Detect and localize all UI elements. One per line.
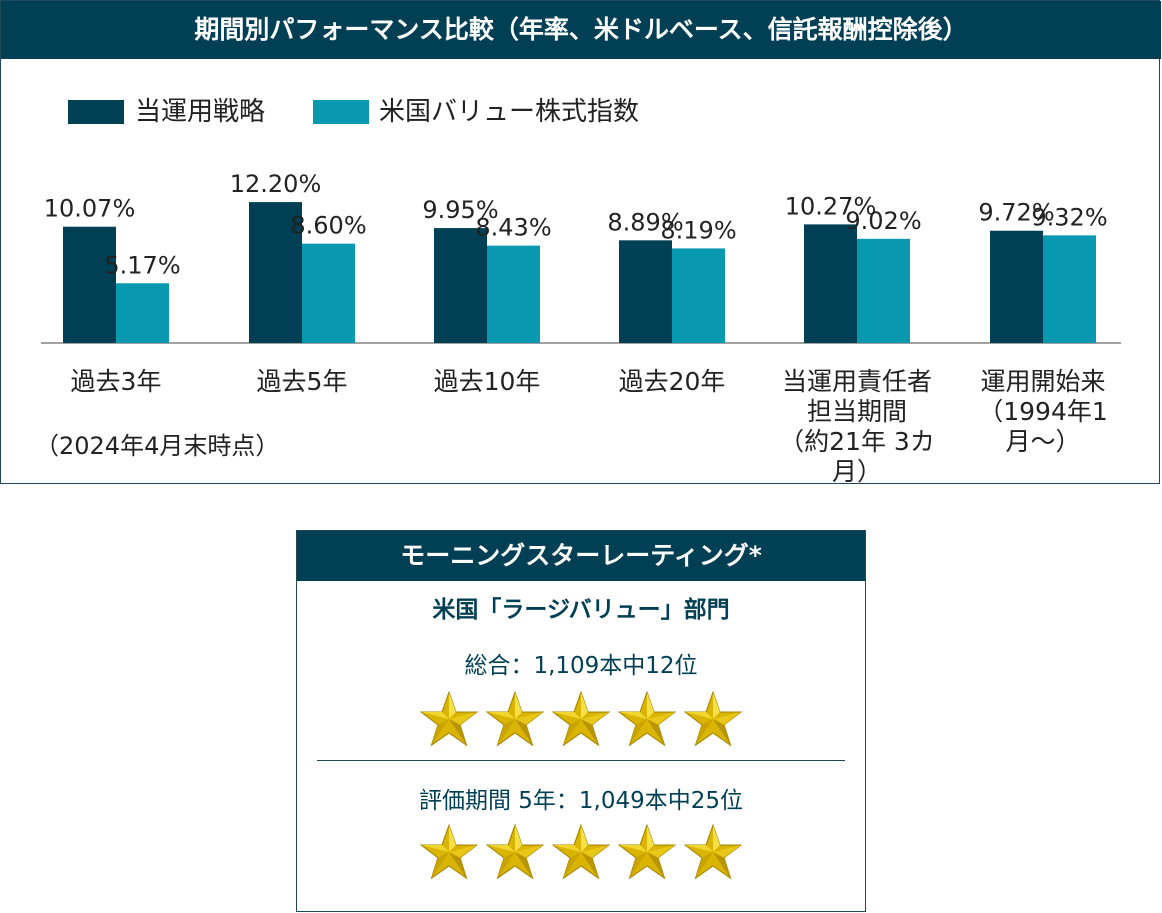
legend-label-index: 米国バリュー株式指数 (379, 97, 640, 127)
category-label-5: 運用開始来 （1994年1月〜） (948, 367, 1138, 457)
bar-index-3 (672, 248, 725, 343)
star-icon (551, 823, 611, 880)
category-label-line: 過去3年 (70, 367, 162, 396)
bar-chart: 10.07% 12.20% 9.95% 8.89% 10.27% 9.72% 5.17% 8.… (41, 170, 1121, 344)
stars-overall (297, 690, 865, 751)
star-icon (617, 823, 677, 880)
bar-index-4 (857, 238, 910, 343)
performance-panel: 期間別パフォーマンス比較（年率、米ドルベース、信託報酬控除後） 当運用戦略 米国… (0, 0, 1161, 487)
data-label-strategy-4: 10.27% (785, 192, 877, 220)
category-label-line: 過去10年 (433, 367, 541, 396)
category-label-line: 運用開始来 (980, 367, 1106, 396)
star-icon (419, 690, 479, 747)
data-label-index-2: 8.43% (475, 214, 551, 242)
rating-five-year: 評価期間 5年：1,049本中25位 (418, 788, 744, 814)
morningstar-rating-panel: モーニングスターレーティング* 米国「ラージバリュー」部門 総合：1,109本中… (296, 530, 866, 912)
category-label-line: （1994年1月〜） (978, 397, 1108, 456)
rating-divider (317, 760, 845, 761)
category-label-line: （約21年 3カ月） (779, 427, 935, 486)
data-label-index-4: 9.02% (845, 207, 921, 235)
star-icon (617, 690, 677, 747)
bar-strategy-2 (434, 228, 487, 343)
category-label-4: 当運用責任者 担当期間 （約21年 3カ月） (762, 367, 952, 487)
panel-title: 期間別パフォーマンス比較（年率、米ドルベース、信託報酬控除後） (194, 15, 968, 44)
star-icon (485, 690, 545, 747)
bar-index-2 (487, 245, 540, 343)
category-label-line: 過去5年 (256, 367, 348, 396)
legend-swatch-index (313, 100, 369, 124)
panel-header (1, 1, 1161, 59)
category-label-line: 担当期間 (806, 397, 907, 426)
bar-strategy-3 (619, 240, 672, 343)
data-label-index-0: 5.17% (104, 251, 180, 279)
category-label-line: 過去20年 (618, 367, 726, 396)
rating-title: モーニングスターレーティング* (297, 531, 865, 581)
rating-category: 米国「ラージバリュー」部門 (432, 597, 730, 623)
data-label-index-5: 9.32% (1031, 203, 1107, 231)
data-label-strategy-1: 12.20% (230, 170, 322, 198)
star-icon (551, 690, 611, 747)
category-label-line: 当運用責任者 (781, 367, 932, 396)
bar-strategy-0 (63, 226, 116, 343)
legend-swatch-strategy (68, 100, 124, 124)
star-icon (485, 823, 545, 880)
data-label-strategy-3: 8.89% (607, 208, 683, 236)
rating-overall: 総合：1,109本中12位 (464, 653, 698, 679)
legend-label-strategy: 当運用戦略 (135, 97, 266, 127)
category-label-3: 過去20年 (577, 367, 767, 397)
bar-strategy-4 (804, 224, 857, 343)
star-icon (683, 823, 743, 880)
category-label-2: 過去10年 (392, 367, 582, 397)
bar-strategy-1 (249, 202, 302, 343)
data-label-index-1: 8.60% (290, 212, 366, 240)
data-label-strategy-5: 9.72% (978, 199, 1054, 227)
bar-index-0 (116, 283, 169, 343)
bar-index-5 (1043, 235, 1096, 343)
category-label-1: 過去5年 (207, 367, 397, 397)
bar-strategy-5 (990, 230, 1043, 343)
data-label-strategy-2: 9.95% (422, 196, 498, 224)
date-note: （2024年4月末時点） (35, 432, 280, 460)
data-label-index-3: 8.19% (660, 216, 736, 244)
star-icon (419, 823, 479, 880)
star-icon (683, 690, 743, 747)
bar-index-1 (302, 243, 355, 343)
data-label-strategy-0: 10.07% (44, 195, 136, 223)
category-label-0: 過去3年 (21, 367, 211, 397)
stars-five-year (297, 823, 865, 884)
